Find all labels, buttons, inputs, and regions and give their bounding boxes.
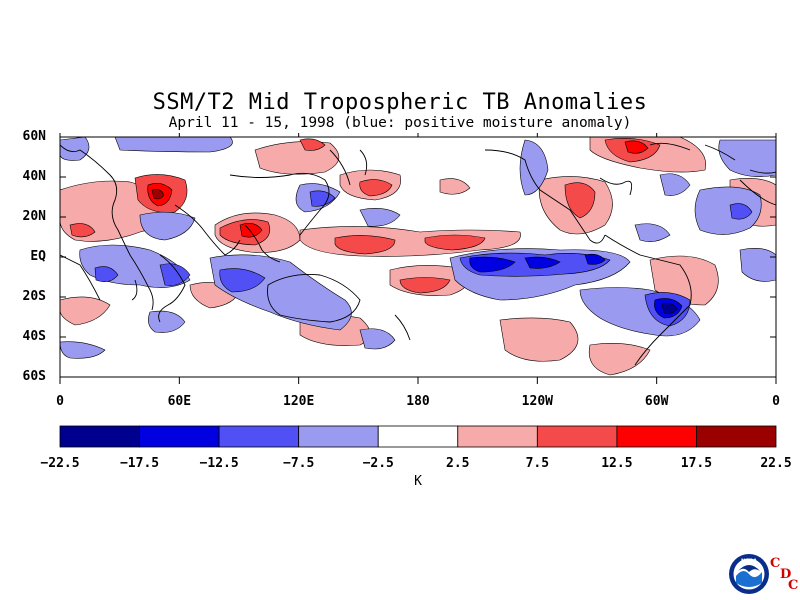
colorbar-level-label: −2.5 (362, 456, 394, 471)
colorbar-swatch (298, 425, 379, 448)
colorbar-swatch (616, 425, 697, 448)
lon-label: 60E (167, 394, 192, 409)
colorbar-swatch (696, 425, 777, 448)
colorbar-level-label: 2.5 (446, 456, 470, 471)
colorbar-level-label: −12.5 (199, 456, 239, 471)
colorbar-swatch (457, 425, 538, 448)
noaa-logo: NOAA (729, 554, 769, 594)
units-label: K (414, 474, 422, 489)
anomaly-field (60, 137, 776, 377)
colorbar-level-label: −22.5 (40, 456, 80, 471)
colorbar-level-label: −7.5 (283, 456, 315, 471)
map-subtitle: April 11 - 15, 1998 (blue: positive mois… (168, 115, 632, 131)
logo-letter-d: D (780, 567, 792, 582)
colorbar-level-label: 17.5 (680, 456, 713, 471)
colorbar-level-label: −17.5 (119, 456, 160, 471)
lat-label: EQ (30, 249, 46, 264)
colorbar-swatch (377, 425, 459, 448)
lon-label: 120W (521, 394, 553, 409)
colorbar-level-label: 22.5 (760, 456, 792, 471)
logo-letter-c2: C (788, 578, 799, 593)
lon-label: 0 (772, 394, 780, 409)
lat-label: 40N (22, 169, 46, 184)
logo-text: NOAA (741, 559, 757, 565)
lon-label: 120E (283, 394, 315, 409)
lat-label: 20S (22, 289, 46, 304)
lon-label: 60W (644, 394, 669, 409)
colorbar (59, 425, 777, 448)
lat-label: 40S (22, 329, 46, 344)
colorbar-level-label: 12.5 (601, 456, 633, 471)
colorbar-swatch (218, 425, 300, 448)
lon-label: 0 (56, 394, 64, 409)
colorbar-level-label: 7.5 (525, 456, 550, 471)
lat-label: 20N (22, 209, 46, 224)
colorbar-swatch (536, 425, 618, 448)
colorbar-swatch (59, 425, 140, 448)
lat-label: 60S (22, 369, 46, 384)
lat-label: 60N (22, 129, 46, 144)
map-title: SSM/T2 Mid Tropospheric TB Anomalies (152, 90, 648, 115)
logo-letter-c1: C (770, 556, 781, 571)
lon-label: 180 (406, 394, 430, 409)
colorbar-swatch (139, 425, 220, 448)
